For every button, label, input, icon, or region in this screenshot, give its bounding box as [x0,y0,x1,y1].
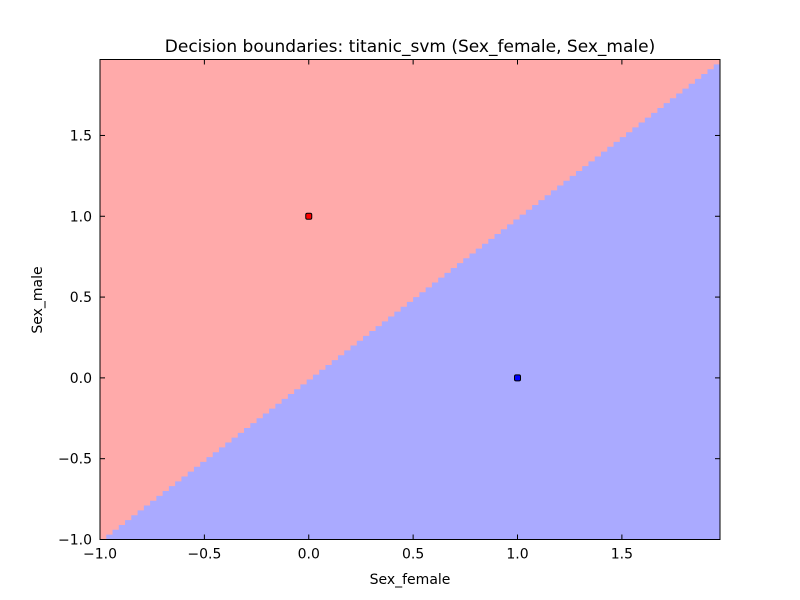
chart-title: Decision boundaries: titanic_svm (Sex_fe… [165,37,655,57]
y-tick-label: 1.0 [70,209,92,225]
x-tick-label: 0.0 [298,547,320,563]
x-tick-label: 1.0 [506,547,528,563]
x-axis: −1.0 −0.5 0.0 0.5 1.0 1.5 [83,59,633,563]
x-tick-label: −1.0 [83,547,117,563]
y-axis-label: Sex_male [30,266,46,333]
plot-frame [99,59,721,540]
x-tick-label: −0.5 [187,547,221,563]
y-tick-label: 0.0 [70,371,92,387]
y-tick-label: −1.0 [58,533,92,549]
y-tick-label: −0.5 [58,452,92,468]
y-axis: −1.0 −0.5 0.0 0.5 1.0 1.5 [58,128,720,549]
y-tick-label: 0.5 [70,290,92,306]
y-tick-label: 1.5 [70,128,92,144]
x-tick-label: 0.5 [402,547,424,563]
data-point [514,374,522,382]
region-lower-right [100,64,720,540]
data-point [305,212,313,220]
x-tick-label: 1.5 [611,547,633,563]
x-axis-label: Sex_female [370,572,451,588]
plot-area [100,59,720,540]
